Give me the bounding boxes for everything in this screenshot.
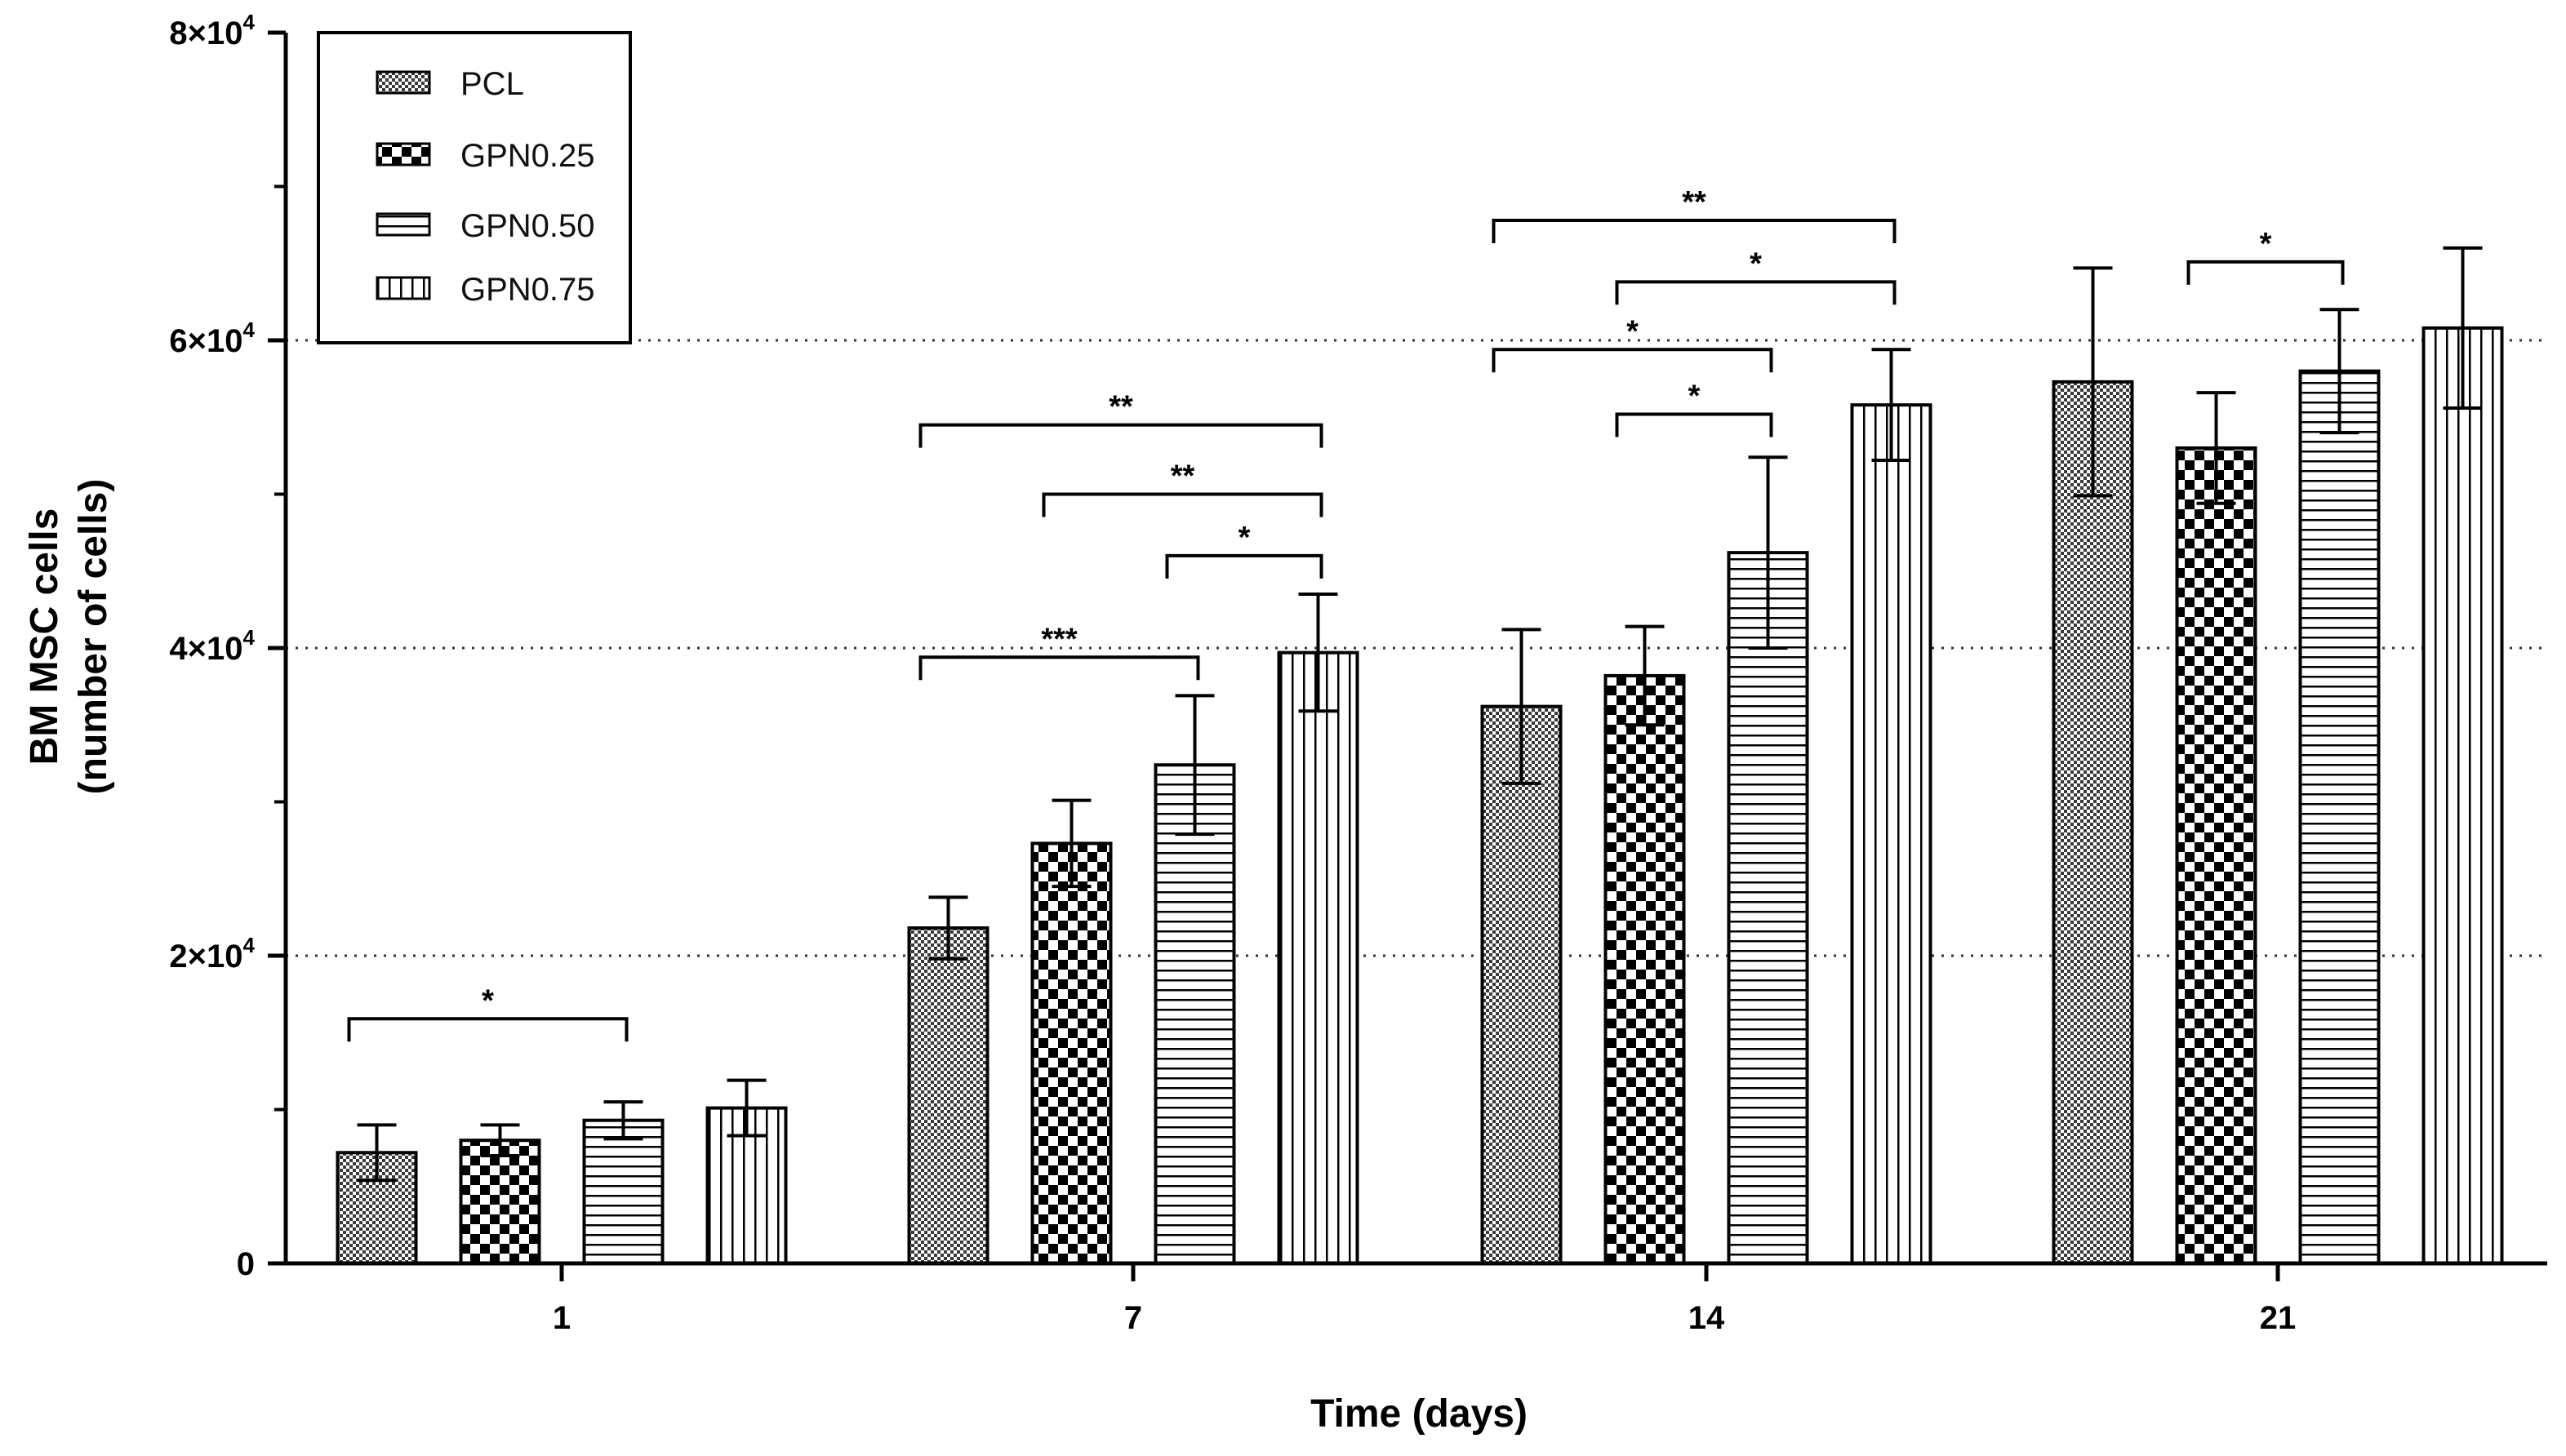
significance-bracket-5: [1492, 218, 1897, 243]
y-tick-label-4: 8×104: [169, 10, 255, 51]
legend-swatch-gpn025: [376, 142, 431, 166]
error-bars: [357, 246, 2483, 1183]
legend-swatch-gpn050: [376, 212, 431, 237]
significance-label-8: *: [1688, 379, 1701, 413]
significance-label-4: ***: [1041, 622, 1078, 656]
bar-gpn075-day21: [2421, 326, 2504, 1265]
significance-brackets: ***************: [347, 185, 2345, 1042]
bar-gpn050-day1: [582, 1118, 665, 1265]
bar-pcl-day14: [1480, 704, 1563, 1265]
legend-swatch-pcl: [376, 70, 431, 95]
bar-gpn050-day21: [2298, 369, 2381, 1266]
x-axis-title: Time (days): [1310, 1392, 1528, 1436]
legend-label-gpn050: GPN0.50: [460, 208, 595, 244]
y-tick-label-2: 4×104: [169, 625, 255, 667]
legend-item-gpn075: GPN0.75: [376, 272, 595, 308]
legend: PCL GPN0.25 GPN0.50 GPN0.75: [317, 31, 632, 344]
legend-label-gpn025: GPN0.25: [460, 138, 595, 174]
bar-gpn025-day14: [1603, 673, 1686, 1265]
significance-bracket-3: [1165, 553, 1323, 579]
axes: 0 2×104 4×104 6×104 8×104 1 7 14 21: [169, 10, 2547, 1336]
significance-bracket-1: [918, 423, 1323, 448]
x-tick-label-3: 21: [2260, 1300, 2297, 1336]
x-tick-label-0: 1: [553, 1300, 571, 1336]
y-axis-title-line2: (number of cells): [72, 479, 115, 795]
bar-pcl-day7: [907, 926, 989, 1265]
significance-bracket-4: [918, 655, 1200, 681]
significance-label-0: *: [482, 983, 494, 1018]
x-tick-label-2: 14: [1688, 1300, 1725, 1336]
significance-label-3: *: [1239, 521, 1251, 555]
significance-bracket-7: [1492, 348, 1773, 373]
legend-label-gpn075: GPN0.75: [460, 272, 595, 308]
significance-bracket-0: [347, 1017, 629, 1042]
bar-gpn050-day7: [1154, 763, 1236, 1265]
legend-label-pcl: PCL: [460, 66, 524, 102]
significance-bracket-2: [1042, 492, 1323, 517]
x-tick-label-1: 7: [1124, 1300, 1142, 1336]
legend-box: [317, 31, 632, 344]
y-axis-title: BM MSC cells (number of cells): [23, 479, 115, 795]
bar-pcl-day21: [2052, 380, 2134, 1265]
bar-gpn050-day14: [1727, 551, 1809, 1265]
significance-bracket-8: [1615, 412, 1773, 437]
legend-item-pcl: PCL: [376, 66, 524, 102]
bar-gpn025-day7: [1030, 841, 1113, 1265]
y-tick-label-1: 2×104: [169, 933, 255, 974]
bar-gpn025-day1: [459, 1139, 541, 1265]
bar-gpn025-day21: [2175, 446, 2257, 1265]
significance-label-2: **: [1171, 459, 1195, 494]
significance-label-5: **: [1682, 185, 1706, 220]
significance-label-7: *: [1626, 314, 1639, 348]
legend-item-gpn025: GPN0.25: [376, 138, 595, 174]
significance-bracket-6: [1615, 280, 1897, 305]
significance-label-1: **: [1109, 390, 1133, 424]
y-axis-title-line1: BM MSC cells: [23, 508, 66, 766]
y-tick-label-3: 6×104: [169, 317, 255, 359]
legend-swatch-gpn075: [376, 276, 431, 300]
y-tick-label-0: 0: [237, 1246, 255, 1282]
significance-label-6: *: [1750, 246, 1762, 281]
significance-label-9: *: [2260, 227, 2272, 261]
bar-gpn075-day14: [1850, 403, 1932, 1265]
legend-item-gpn050: GPN0.50: [376, 208, 595, 244]
bars: [336, 326, 2504, 1266]
bar-gpn075-day7: [1277, 650, 1359, 1265]
significance-bracket-9: [2186, 260, 2345, 285]
